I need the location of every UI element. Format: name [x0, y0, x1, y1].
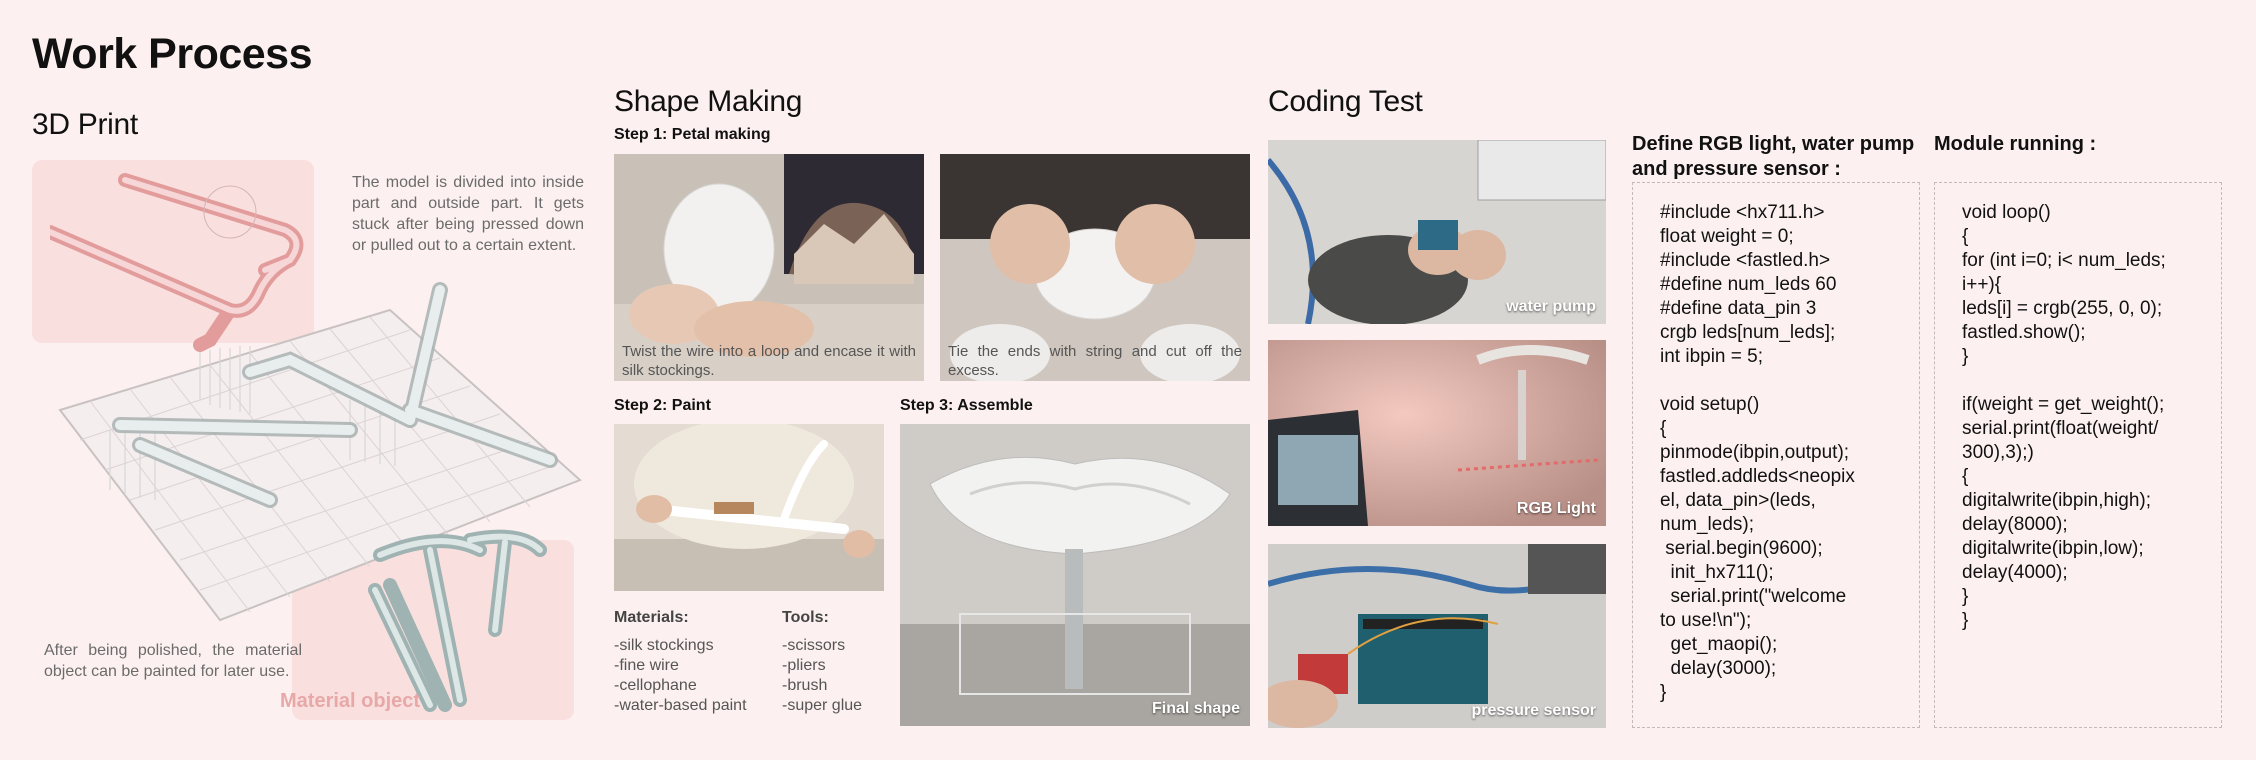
section-coding-test-heading: Coding Test — [1268, 85, 1423, 118]
define-code-block: #include <hx711.h> float weight = 0; #incl… — [1660, 201, 1855, 705]
code-line: num_leds); — [1660, 514, 1754, 535]
final-shape-label: Final shape — [1151, 700, 1240, 717]
code-line: { — [1962, 466, 1969, 487]
petal-making-photo-b: Tie the ends with string and cut off the… — [940, 154, 1250, 381]
define-title-line2: and pressure sensor : — [1632, 158, 1841, 180]
list-item: -scissors — [782, 637, 846, 654]
list-item: -super glue — [782, 697, 863, 714]
code-line: delay(8000); — [1962, 514, 2068, 535]
code-line: 300),3);) — [1962, 442, 2034, 463]
code-line: i++){ — [1962, 274, 2002, 295]
code-line: { — [1660, 418, 1667, 439]
materials-list: -silk stockings -fine wire -cellophane -… — [614, 636, 747, 716]
petal-making-photo-a: Twist the wire into a loop and encase it… — [614, 154, 924, 381]
assemble-photo: Final shape — [900, 424, 1250, 726]
list-item: -brush — [782, 677, 828, 694]
list-item: -silk stockings — [614, 637, 714, 654]
code-line: serial.begin(9600); — [1660, 538, 1823, 559]
code-line: } — [1962, 610, 1969, 631]
petal-caption-b: Tie the ends with string and cut off the… — [948, 343, 1242, 379]
3d-print-model-illustration — [50, 173, 582, 712]
code-line: digitalwrite(ibpin,low); — [1962, 538, 2144, 559]
module-code-block: void loop() { for (int i=0; i< num_leds; i+… — [1962, 201, 2166, 633]
code-line: } — [1962, 586, 1969, 607]
module-running-title: Module running : — [1934, 133, 2097, 155]
code-line: } — [1962, 346, 1969, 367]
define-code-box: #include <hx711.h> float weight = 0; #incl… — [1632, 182, 1920, 728]
code-line — [1660, 369, 1855, 393]
code-line: el, data_pin>(leds, — [1660, 490, 1816, 511]
tools-list: -scissors -pliers -brush -super glue — [782, 636, 862, 716]
code-line: void loop() — [1962, 202, 2051, 223]
code-line: to use!\n"); — [1660, 610, 1752, 631]
rgb-light-label: RGB Light — [1516, 500, 1596, 517]
code-line: } — [1660, 682, 1667, 703]
code-line: digitalwrite(ibpin,high); — [1962, 490, 2152, 511]
paint-photo — [614, 424, 884, 591]
code-line: int ibpin = 5; — [1660, 346, 1763, 367]
code-line: get_maopi(); — [1660, 634, 1778, 655]
code-line: pinmode(ibpin,output); — [1660, 442, 1850, 463]
list-item: -fine wire — [614, 657, 679, 674]
petal-caption-a: Twist the wire into a loop and encase it… — [622, 343, 916, 379]
code-line: fastled.show(); — [1962, 322, 2086, 343]
tools-heading: Tools: — [782, 609, 829, 626]
code-line: #define data_pin 3 — [1660, 298, 1817, 319]
3d-print-description: The model is divided into inside part an… — [352, 174, 584, 254]
code-line: float weight = 0; — [1660, 226, 1794, 247]
define-title-line1: Define RGB light, water pump — [1632, 133, 1915, 155]
list-item: -cellophane — [614, 677, 697, 694]
code-line: if(weight = get_weight(); — [1962, 394, 2165, 415]
step3-heading: Step 3: Assemble — [900, 397, 1033, 414]
code-line — [1962, 369, 2166, 393]
code-line: { — [1962, 226, 1969, 247]
material-object-label: Material object — [280, 690, 421, 712]
polished-description: After being polished, the material objec… — [44, 642, 302, 680]
pressure-sensor-label: pressure sensor — [1471, 702, 1596, 719]
list-item: -pliers — [782, 657, 826, 674]
code-line: #define num_leds 60 — [1660, 274, 1837, 295]
code-line: #include <fastled.h> — [1660, 250, 1831, 271]
water-pump-label: water pump — [1506, 298, 1596, 315]
materials-heading: Materials: — [614, 609, 689, 626]
code-line: fastled.addleds<neopix — [1660, 466, 1855, 487]
step2-heading: Step 2: Paint — [614, 397, 711, 414]
code-line: serial.print(float(weight/ — [1962, 418, 2159, 439]
water-pump-photo: water pump — [1268, 140, 1606, 324]
code-line: delay(4000); — [1962, 562, 2068, 583]
code-line: delay(3000); — [1660, 658, 1777, 679]
code-line: void setup() — [1660, 394, 1760, 415]
define-code-title: Define RGB light, water pump and pressur… — [1632, 132, 1914, 182]
code-line: leds[i] = crgb(255, 0, 0); — [1962, 298, 2163, 319]
section-3d-print-heading: 3D Print — [32, 108, 138, 141]
code-line: serial.print("welcome — [1660, 586, 1847, 607]
pressure-sensor-photo: pressure sensor — [1268, 544, 1606, 728]
code-line: crgb leds[num_leds]; — [1660, 322, 1836, 343]
module-code-box: void loop() { for (int i=0; i< num_leds; i+… — [1934, 182, 2222, 728]
list-item: -water-based paint — [614, 697, 747, 714]
rgb-light-photo: RGB Light — [1268, 340, 1606, 526]
code-line: for (int i=0; i< num_leds; — [1962, 250, 2166, 271]
code-line: #include <hx711.h> — [1660, 202, 1825, 223]
section-shape-making-heading: Shape Making — [614, 85, 803, 118]
page-title: Work Process — [32, 30, 313, 78]
code-line: init_hx711(); — [1660, 562, 1774, 583]
step1-heading: Step 1: Petal making — [614, 126, 771, 143]
